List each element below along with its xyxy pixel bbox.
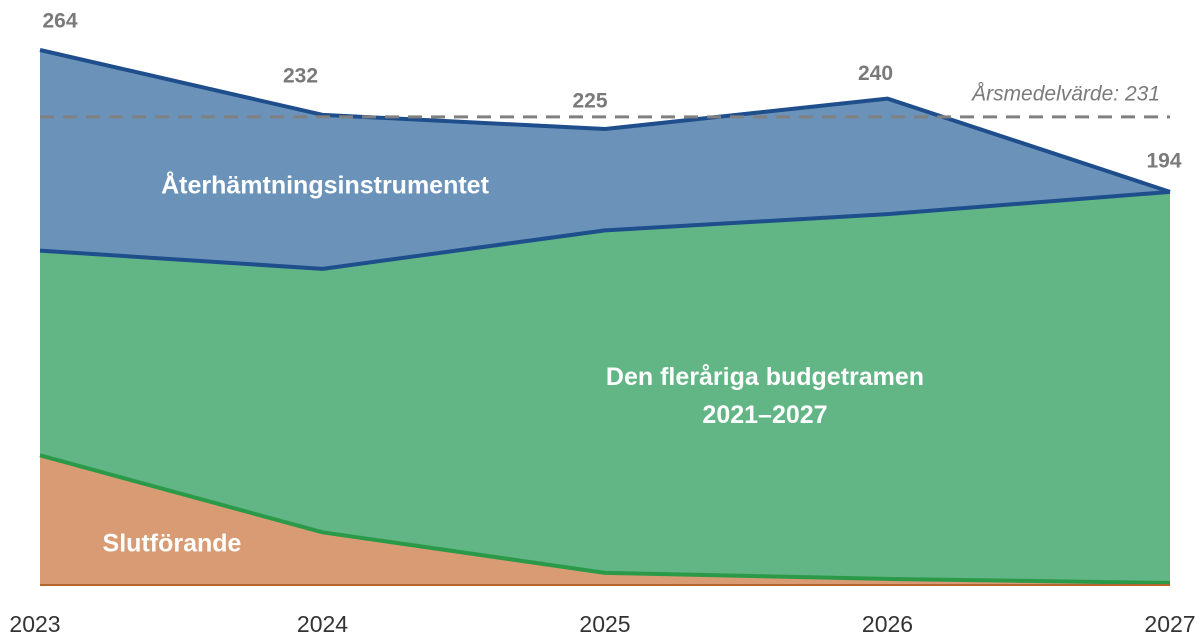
x-tick-label: 2026 xyxy=(862,611,913,637)
series-label: Slutförande xyxy=(103,530,242,558)
x-tick-label: 2025 xyxy=(579,611,630,637)
x-tick-label: 2023 xyxy=(9,611,60,637)
total-label: 240 xyxy=(858,62,893,85)
series-label: Återhämtningsinstrumentet xyxy=(161,171,489,200)
area-edge xyxy=(39,453,1171,585)
x-tick-label: 2024 xyxy=(297,611,348,637)
area xyxy=(40,50,1170,269)
area-edge xyxy=(39,48,1171,194)
total-label: 194 xyxy=(1146,149,1181,172)
x-tick-label: 2027 xyxy=(1144,611,1195,637)
series-label: Den fleråriga budgetramen 2021–2027 xyxy=(605,363,925,429)
series-label-box: Den fleråriga budgetramen 2021–2027 xyxy=(605,363,925,429)
average-label: Årsmedelvärde: 231 xyxy=(970,82,1160,105)
area xyxy=(40,191,1170,583)
area-edge xyxy=(39,189,1171,271)
total-label: 232 xyxy=(283,64,318,87)
total-label: 264 xyxy=(42,10,77,33)
total-label: 225 xyxy=(572,90,607,113)
area xyxy=(40,455,1170,585)
